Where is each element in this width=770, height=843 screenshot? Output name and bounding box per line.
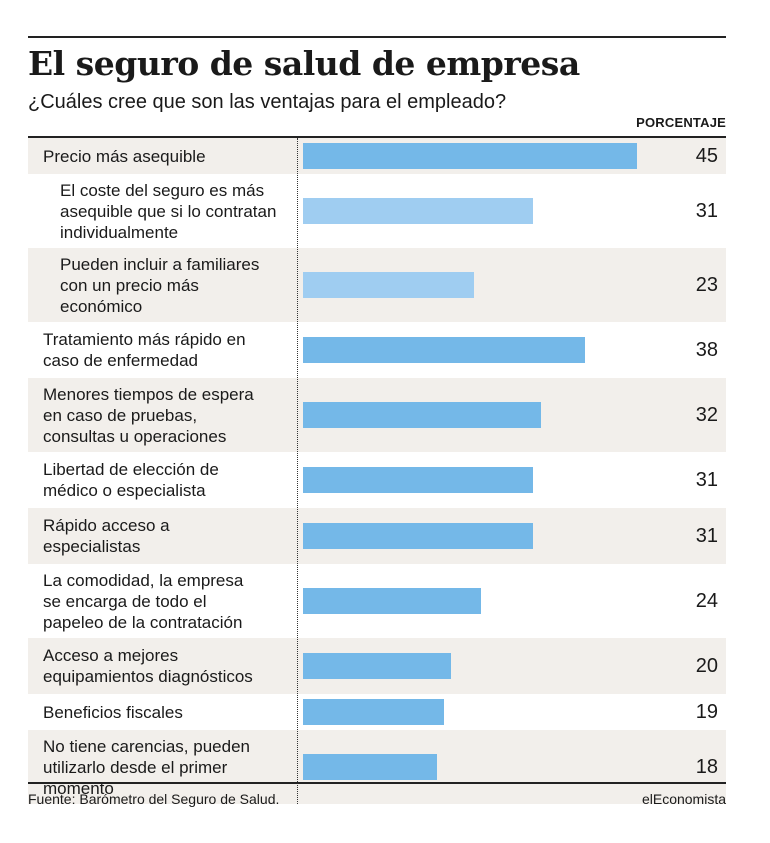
bar: [303, 467, 533, 493]
chart-row: Menores tiempos de espera en caso de prue…: [28, 378, 726, 452]
chart-row: Precio más asequible 45: [28, 138, 726, 174]
top-rule: [28, 36, 726, 38]
chart-row: El coste del seguro es más asequible que …: [28, 174, 726, 248]
category-label: Precio más asequible: [43, 146, 206, 166]
value-label: 23: [695, 273, 718, 296]
bar: [303, 588, 481, 614]
bar: [303, 754, 437, 780]
value-label: 18: [695, 755, 718, 778]
chart-row: Rápido acceso a especialistas 31: [28, 508, 726, 564]
value-label: 31: [695, 524, 718, 547]
chart-row: Beneficios fiscales 19: [28, 694, 726, 730]
chart-subtitle: ¿Cuáles cree que son las ventajas para e…: [28, 91, 507, 113]
bar-chart: Precio más asequible 45 El coste del segur…: [28, 138, 726, 804]
value-label: 24: [695, 589, 718, 612]
value-label: 31: [695, 199, 718, 222]
bar: [303, 272, 474, 298]
chart-title: El seguro de salud de empresa: [28, 44, 580, 83]
category-label: La comodidad, la empresa se encarga de to…: [43, 570, 244, 632]
category-label: Rápido acceso a especialistas: [43, 516, 170, 556]
chart-row: No tiene carencias, pueden utilizarlo des…: [28, 730, 726, 804]
bar: [303, 699, 444, 725]
value-label: 19: [695, 700, 718, 723]
chart-row: Pueden incluir a familiares con un precio…: [28, 248, 726, 322]
category-label: Menores tiempos de espera en caso de prue…: [43, 384, 254, 446]
bar: [303, 143, 637, 169]
value-label: 20: [695, 654, 718, 677]
bar: [303, 337, 585, 363]
category-label: Tratamiento más rápido en caso de enferme…: [43, 330, 246, 370]
chart-row: Tratamiento más rápido en caso de enferme…: [28, 322, 726, 378]
bar: [303, 653, 451, 679]
brand-credit: elEconomista: [641, 791, 726, 807]
category-label: Beneficios fiscales: [43, 702, 183, 722]
dotted-divider: [297, 138, 298, 804]
category-label: No tiene carencias, pueden utilizarlo des…: [43, 736, 250, 798]
category-label: Libertad de elección de médico o especial…: [43, 460, 219, 500]
bottom-rule: [28, 782, 726, 784]
value-label: 38: [695, 338, 718, 361]
chart-row: Acceso a mejores equipamientos diagnóstic…: [28, 638, 726, 694]
category-label: Acceso a mejores equipamientos diagnóstic…: [43, 646, 253, 686]
column-header: PORCENTAJE: [636, 115, 726, 130]
value-label: 31: [695, 468, 718, 491]
value-label: 45: [695, 144, 718, 167]
value-label: 32: [695, 403, 718, 426]
header-rule: [28, 136, 726, 138]
bar: [303, 402, 541, 428]
bar: [303, 523, 533, 549]
category-label: Pueden incluir a familiares con un precio…: [60, 254, 260, 316]
bar: [303, 198, 533, 224]
source-note: Fuente: Barómetro del Seguro de Salud.: [28, 791, 280, 807]
chart-row: La comodidad, la empresa se encarga de to…: [28, 564, 726, 638]
chart-row: Libertad de elección de médico o especial…: [28, 452, 726, 508]
category-label: El coste del seguro es más asequible que …: [60, 180, 277, 242]
